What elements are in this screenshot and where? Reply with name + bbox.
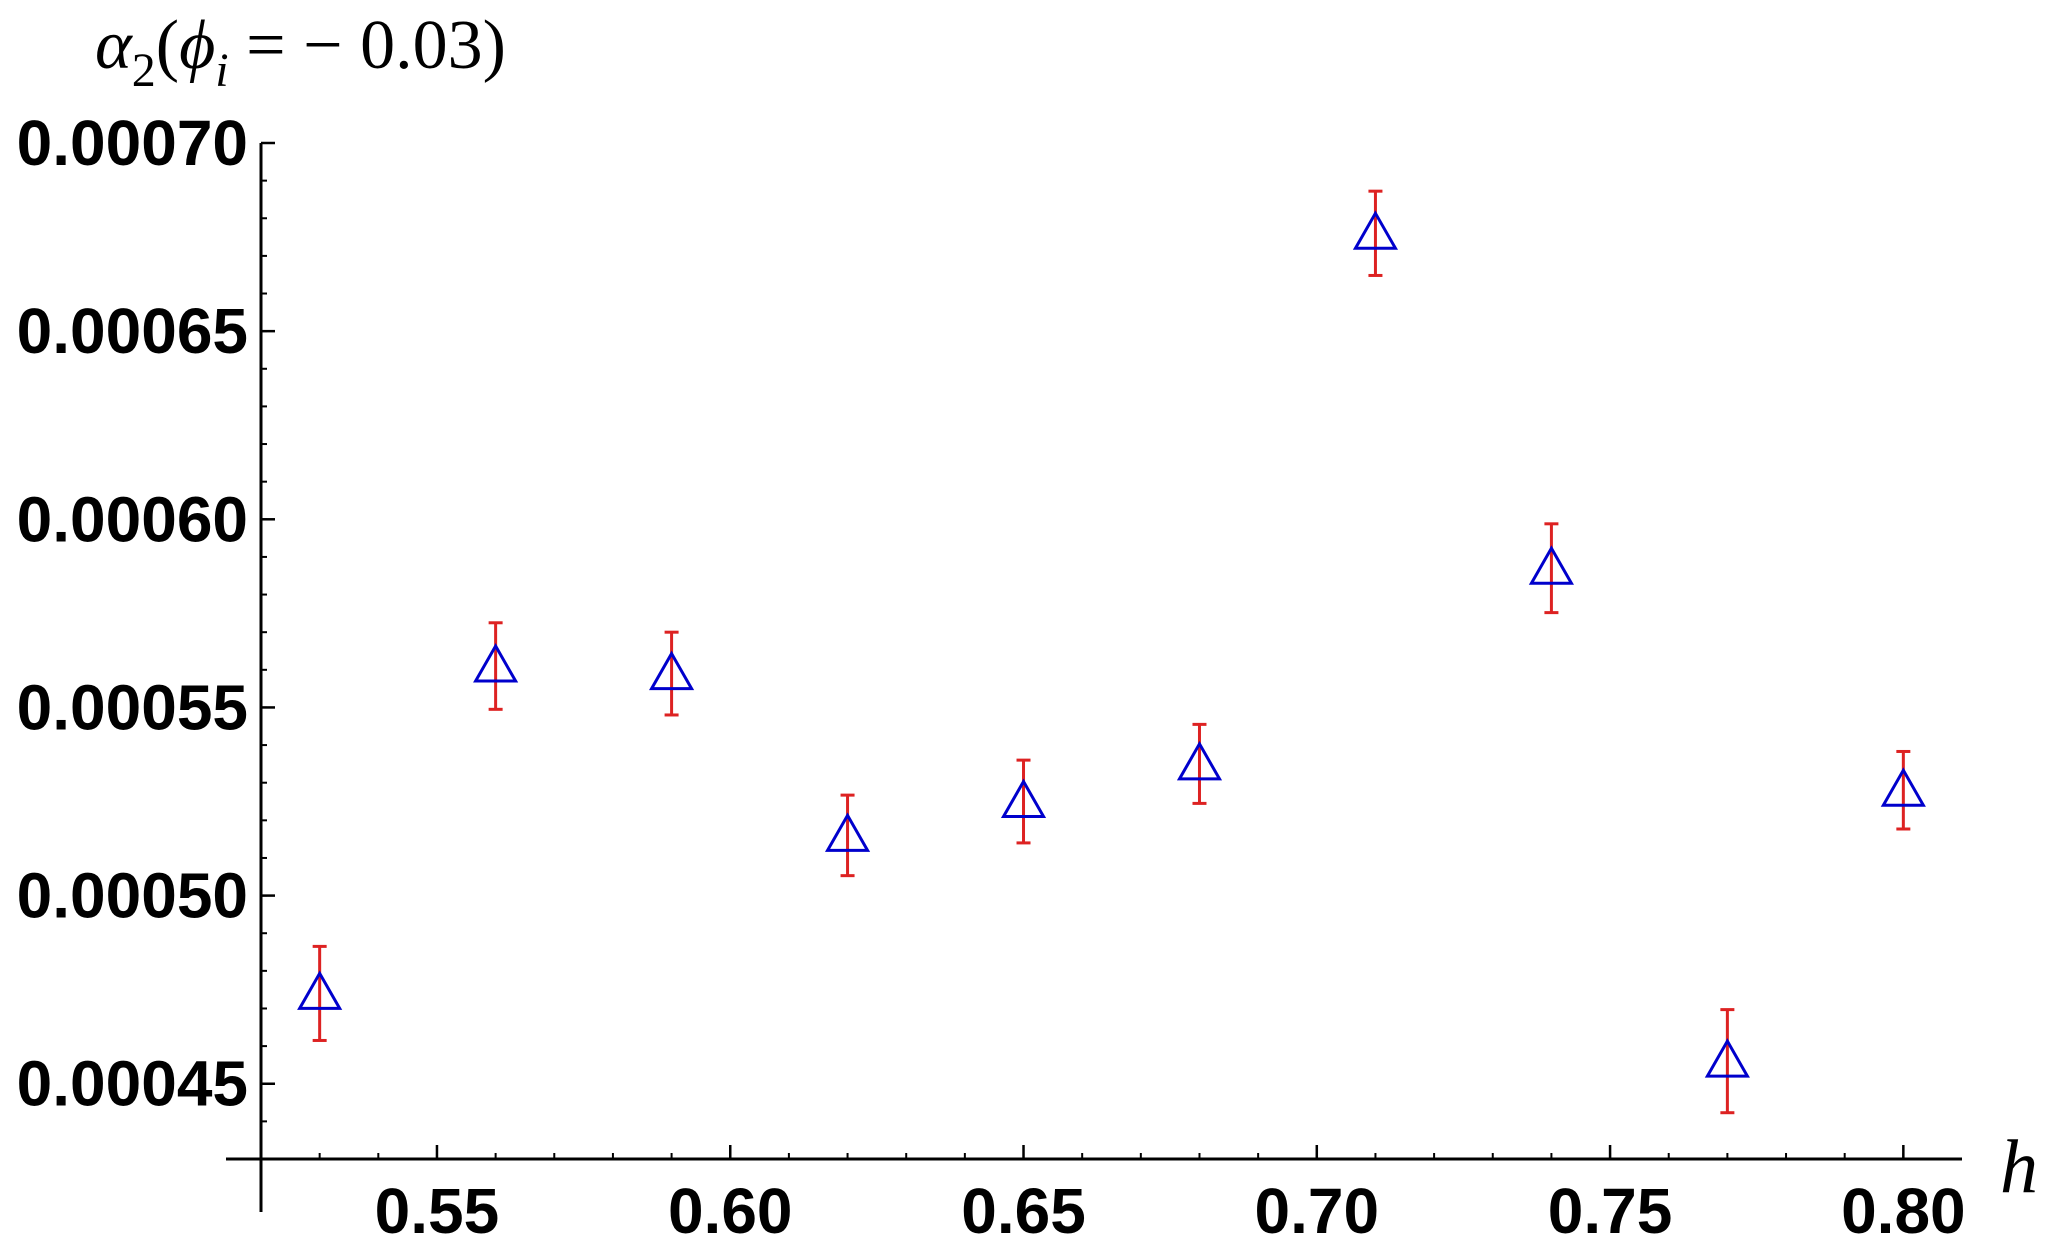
x-tick-label: 0.65 xyxy=(961,1175,1086,1247)
triangle-marker xyxy=(1352,210,1399,250)
x-tick-label: 0.60 xyxy=(668,1175,793,1247)
triangle-marker xyxy=(297,970,343,1010)
triangle-marker xyxy=(1880,767,1926,807)
y-tick-label: 0.00065 xyxy=(17,295,248,367)
triangle-marker xyxy=(649,650,695,691)
data-point xyxy=(649,630,695,717)
axes: 0.55 0.60 0.65 0.70 0.75 0.80 0.00045 0.00050 0.… xyxy=(17,107,1966,1247)
y-tick-label: 0.00070 xyxy=(17,107,248,179)
y-axis-title: α2(ϕi = − 0.03) xyxy=(95,7,506,97)
x-axis-title: h xyxy=(2000,1125,2038,1209)
y-tick-label: 0.00045 xyxy=(17,1048,248,1120)
y-tick-label: 0.00050 xyxy=(17,860,248,932)
data-point xyxy=(1704,1008,1750,1115)
triangle-marker xyxy=(473,643,519,683)
x-tick-label: 0.70 xyxy=(1255,1175,1380,1247)
triangle-marker xyxy=(1704,1038,1750,1078)
data-point xyxy=(1880,749,1926,831)
triangle-marker xyxy=(1176,740,1223,781)
data-point xyxy=(297,944,343,1042)
x-tick-label: 0.80 xyxy=(1841,1175,1966,1247)
triangle-marker xyxy=(1528,545,1574,585)
data-point xyxy=(1528,522,1574,615)
x-tick-label: 0.75 xyxy=(1548,1175,1673,1247)
data-point xyxy=(1352,189,1399,277)
triangle-marker xyxy=(824,812,871,852)
data-point xyxy=(824,793,871,878)
data-point xyxy=(1176,722,1223,805)
triangle-marker xyxy=(1000,778,1047,819)
data-point xyxy=(473,621,519,711)
x-tick-label: 0.55 xyxy=(375,1175,500,1247)
data-marks xyxy=(297,189,1926,1115)
y-tick-label: 0.00055 xyxy=(17,671,248,743)
data-point xyxy=(1000,758,1047,845)
y-tick-label: 0.00060 xyxy=(17,483,248,555)
